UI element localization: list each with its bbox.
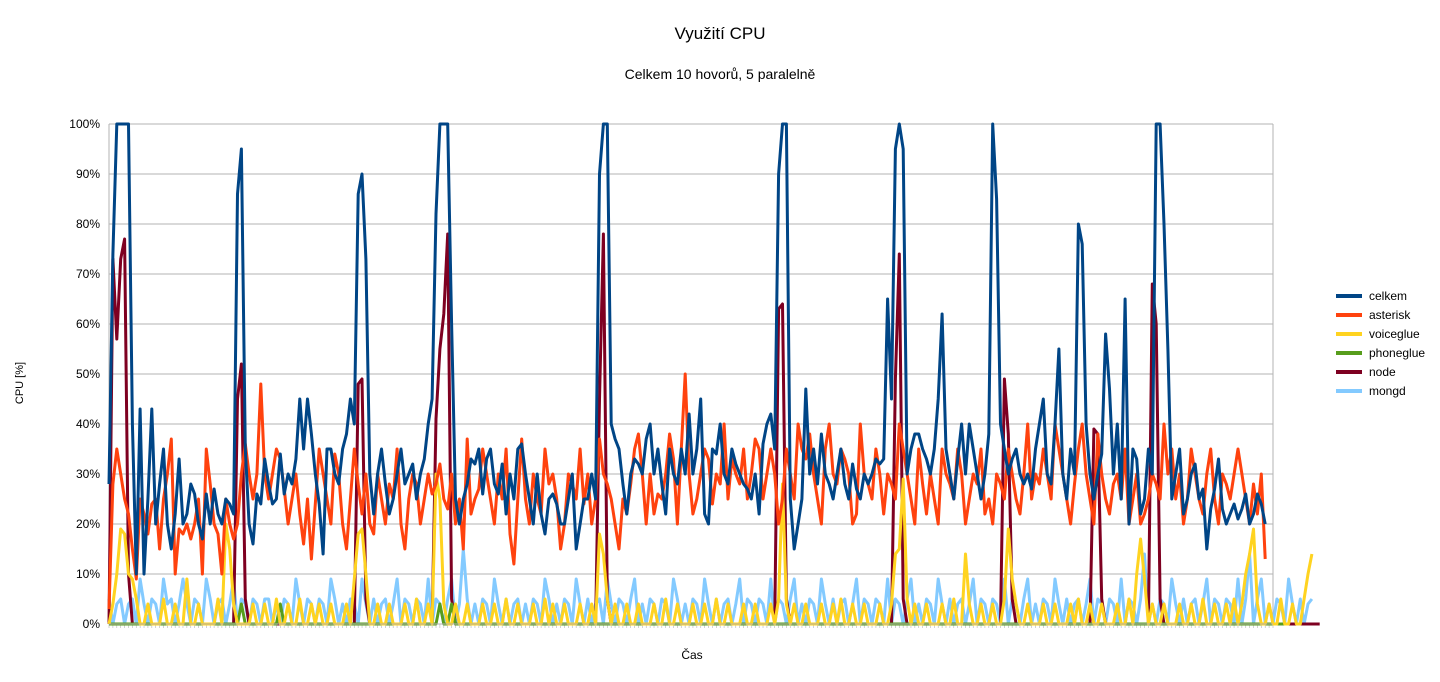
y-tick-label: 40% [76, 417, 100, 431]
legend-label: node [1369, 364, 1396, 379]
legend-label: voiceglue [1369, 326, 1420, 341]
y-tick-label: 60% [76, 317, 100, 331]
series-line-mongd [107, 547, 1314, 626]
legend-swatch [1336, 331, 1362, 336]
legend-item-voiceglue: voiceglue [1336, 324, 1425, 343]
y-tick-label: 50% [76, 367, 100, 381]
legend-swatch [1336, 312, 1362, 317]
y-axis-label: CPU [%] [14, 361, 26, 405]
legend: celkem asterisk voiceglue phoneglue node mong… [1336, 286, 1425, 400]
legend-swatch [1336, 293, 1362, 298]
series-line-celkem [107, 122, 1267, 576]
y-tick-label: 10% [76, 567, 100, 581]
legend-item-mongd: mongd [1336, 381, 1425, 400]
y-tick-label: 70% [76, 267, 100, 281]
legend-swatch [1336, 350, 1362, 355]
legend-item-phoneglue: phoneglue [1336, 343, 1425, 362]
y-tick-label: 80% [76, 217, 100, 231]
y-tick-label: 0% [83, 617, 101, 631]
legend-label: mongd [1369, 383, 1406, 398]
legend-item-asterisk: asterisk [1336, 305, 1425, 324]
legend-swatch [1336, 388, 1362, 393]
legend-item-celkem: celkem [1336, 286, 1425, 305]
x-axis-label: Čas [681, 648, 703, 662]
chart-title: Využití CPU [674, 24, 766, 43]
legend-label: phoneglue [1369, 345, 1426, 360]
legend-label: celkem [1369, 288, 1408, 303]
legend-label: asterisk [1369, 307, 1411, 322]
y-tick-label: 20% [76, 517, 100, 531]
y-tick-label: 90% [76, 167, 100, 181]
chart-subtitle: Celkem 10 hovorů, 5 paralelně [624, 66, 816, 82]
y-tick-label: 100% [69, 117, 100, 131]
legend-swatch [1336, 369, 1362, 374]
legend-item-node: node [1336, 362, 1425, 381]
y-tick-label: 30% [76, 467, 100, 481]
